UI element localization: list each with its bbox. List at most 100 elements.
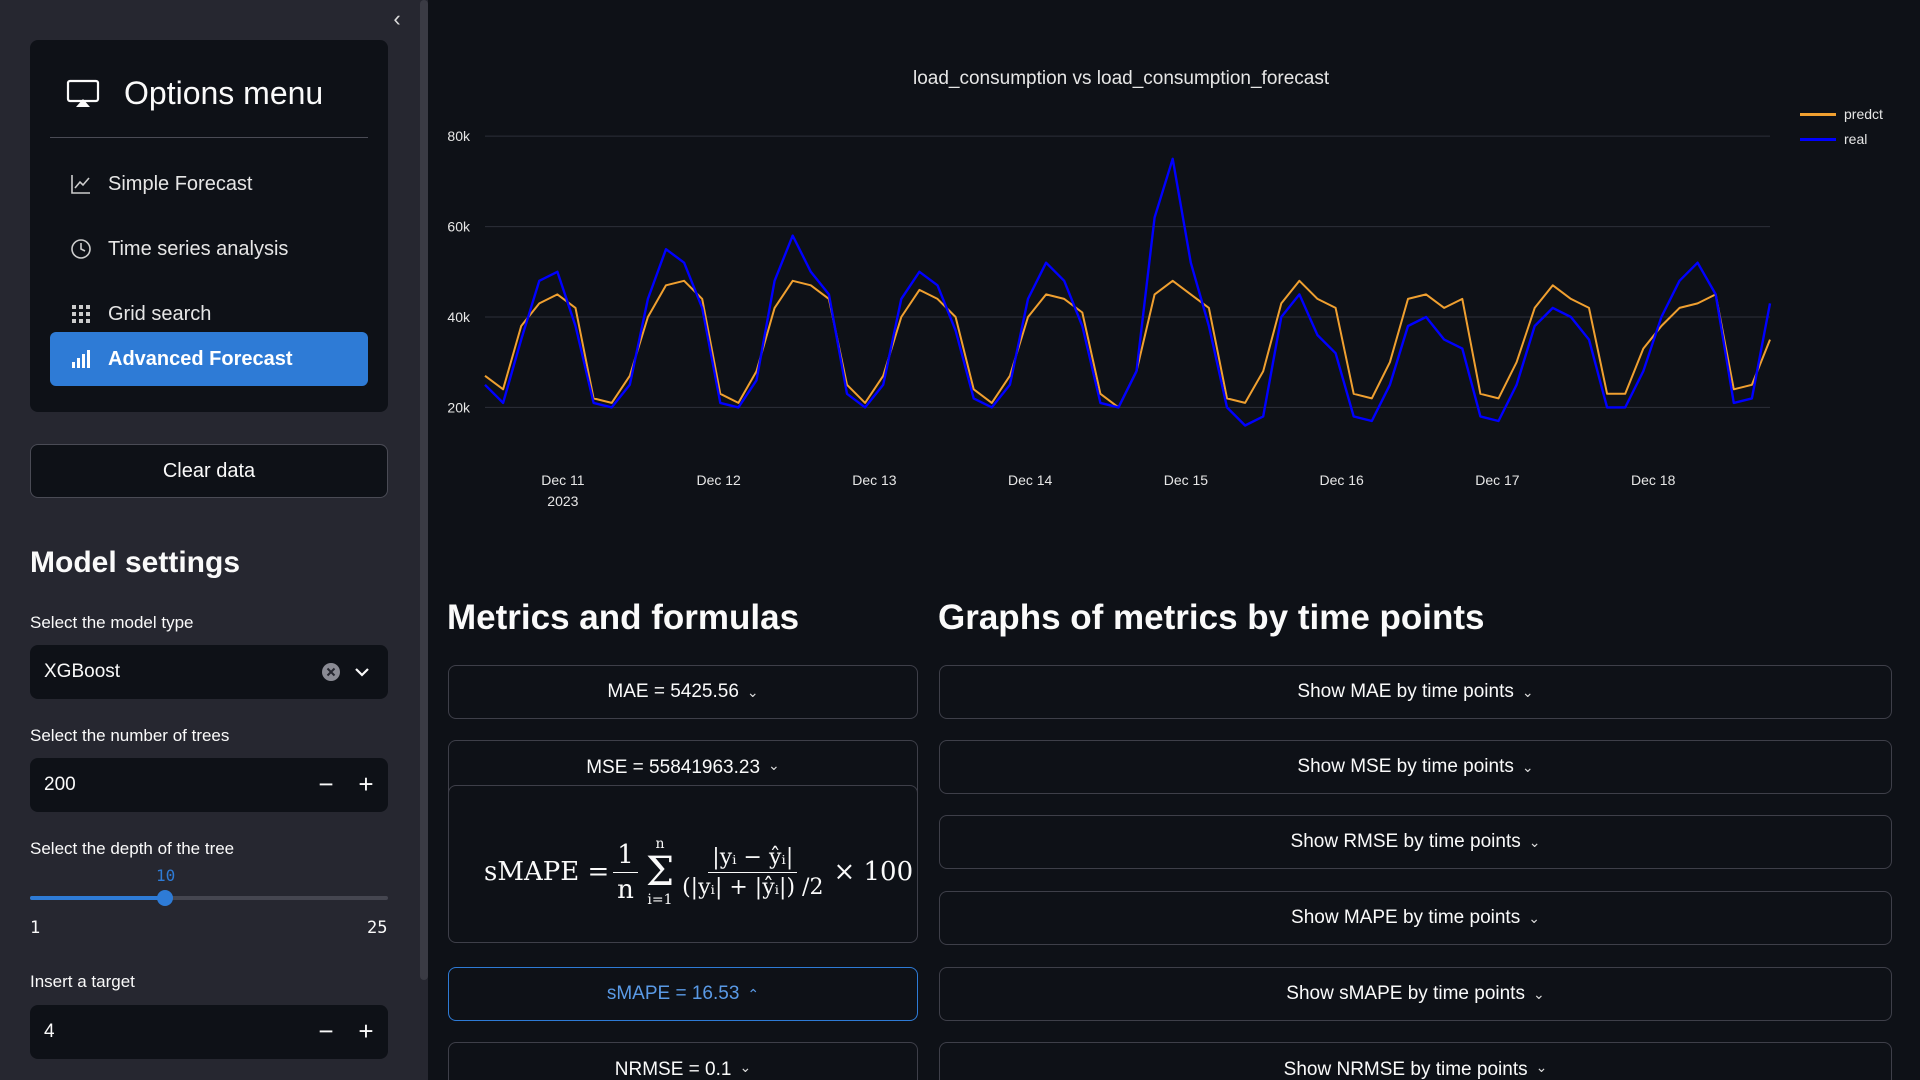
model-type-label: Select the model type (30, 613, 194, 632)
show-mape-expander[interactable]: Show MAPE by time points ⌄ (939, 891, 1892, 945)
chevron-down-icon: ⌄ (739, 1059, 752, 1075)
show-mae-label: Show MAE by time points (1297, 681, 1514, 702)
chevron-down-icon: ⌄ (746, 683, 759, 700)
menu-item-advanced-forecast[interactable]: Advanced Forecast (50, 332, 368, 386)
chevron-down-icon: ⌄ (1528, 833, 1541, 850)
chevron-down-icon: ⌄ (1521, 758, 1534, 775)
smape-label: sMAPE = 16.53 (606, 983, 740, 1004)
forecast-chart[interactable]: 20k 40k 60k 80k Dec 11 2023 Dec 12 Dec 13 Dec 1… (440, 100, 1780, 520)
sidebar: ‹ Options menu Simple Forecast Time seri… (0, 0, 428, 1080)
x-tick-label: Dec 17 (1475, 472, 1520, 488)
grid-icon (70, 303, 92, 325)
menu-item-label: Advanced Forecast (108, 347, 293, 370)
sidebar-scrollbar[interactable] (420, 0, 428, 980)
formula-numerator: |yᵢ − ŷᵢ| (708, 845, 798, 873)
menu-item-label: Simple Forecast (108, 172, 253, 195)
legend-label-predict: predct (1844, 106, 1883, 122)
target-number-input[interactable]: 4 (30, 1005, 388, 1059)
menu-item-simple-forecast[interactable]: Simple Forecast (50, 157, 368, 211)
chevron-down-icon: ⌄ (1528, 909, 1540, 926)
x-tick-label: Dec 11 (541, 472, 585, 488)
menu-item-time-series-analysis[interactable]: Time series analysis (50, 222, 368, 276)
legend-item-real[interactable]: real (1800, 131, 1867, 147)
formula-sum-bottom: i=1 (647, 892, 673, 908)
x-tick-label: Dec 15 (1164, 472, 1209, 488)
chevron-up-icon: ⌃ (747, 985, 760, 1002)
target-value: 4 (44, 1021, 55, 1042)
formula-frac-den: n (617, 874, 634, 905)
formula-main-frac: |yᵢ − ŷᵢ| (|yᵢ| + |ŷᵢ|) /2 (682, 845, 823, 900)
depth-slider-value: 10 (156, 866, 176, 885)
trees-decrement-button[interactable]: − (318, 769, 334, 799)
depth-slider-min: 1 (30, 918, 41, 938)
legend-item-predict[interactable]: predct (1800, 106, 1883, 122)
y-tick-label: 40k (447, 309, 471, 325)
show-mae-expander[interactable]: Show MAE by time points ⌄ (939, 665, 1892, 719)
smape-formula: sMAPE = 1 n n Σ i=1 |yᵢ − ŷᵢ| (|yᵢ| + |ŷ… (484, 836, 913, 908)
legend-label-real: real (1844, 131, 1868, 147)
chevron-down-icon: ⌄ (1521, 683, 1534, 700)
depth-slider-fill (30, 896, 165, 900)
formula-denominator: (|yᵢ| + |ŷᵢ|) /2 (682, 874, 824, 900)
model-type-value: XGBoost (44, 661, 121, 682)
x-tick-label: Dec 14 (1008, 472, 1053, 488)
chart-title: load_consumption vs load_consumption_for… (913, 68, 1330, 89)
line-chart-icon (70, 173, 92, 195)
target-decrement-button[interactable]: − (318, 1016, 334, 1046)
clock-icon (70, 238, 92, 260)
depth-label: Select the depth of the tree (30, 839, 235, 858)
mae-expander[interactable]: MAE = 5425.56 ⌄ (448, 665, 918, 719)
target-label: Insert a target (30, 972, 135, 991)
chevron-down-icon: ⌄ (1535, 1059, 1548, 1075)
menu-item-label: Time series analysis (108, 237, 289, 260)
formula-sum: n Σ i=1 (646, 836, 674, 908)
x-tick-year: 2023 (547, 493, 578, 509)
formula-frac: 1 n (613, 840, 638, 905)
chevron-down-icon: ⌄ (768, 757, 780, 773)
options-menu-title: Options menu (124, 75, 324, 111)
trees-number-input[interactable]: 200 (30, 758, 388, 812)
show-mse-expander[interactable]: Show MSE by time points ⌄ (939, 740, 1892, 794)
monitor-icon (66, 79, 100, 107)
collapse-sidebar-icon[interactable]: ‹ (393, 6, 401, 31)
show-smape-expander[interactable]: Show sMAPE by time points ⌄ (939, 967, 1892, 1021)
depth-slider-thumb[interactable] (157, 890, 173, 906)
depth-slider-max: 25 (367, 918, 388, 938)
show-mse-label: Show MSE by time points (1297, 756, 1514, 777)
options-menu-header: Options menu (50, 64, 368, 138)
clear-selection-icon[interactable] (321, 662, 341, 682)
formula-sum-top: n (655, 836, 665, 852)
y-tick-label: 80k (447, 128, 471, 144)
x-tick-label: Dec 12 (696, 472, 741, 488)
nrmse-expander[interactable]: NRMSE = 0.1 ⌄ (448, 1042, 918, 1080)
formula-tail: × 100 (833, 857, 914, 887)
x-tick-label: Dec 13 (852, 472, 897, 488)
metrics-heading: Metrics and formulas (447, 598, 800, 637)
menu-item-grid-search[interactable]: Grid search (50, 287, 368, 341)
chevron-down-icon[interactable] (352, 662, 372, 682)
model-settings-heading: Model settings (30, 546, 241, 579)
show-mape-label: Show MAPE by time points (1291, 907, 1521, 928)
clear-data-button[interactable]: Clear data (30, 444, 388, 498)
show-rmse-expander[interactable]: Show RMSE by time points ⌄ (939, 815, 1892, 869)
show-smape-label: Show sMAPE by time points (1286, 983, 1525, 1004)
depth-slider[interactable] (30, 890, 388, 906)
smape-expander[interactable]: sMAPE = 16.53 ⌃ (448, 967, 918, 1021)
bar-chart-icon (70, 348, 92, 370)
target-increment-button[interactable]: + (358, 1016, 374, 1046)
chart-grid (485, 135, 1770, 408)
show-nrmse-expander[interactable]: Show NRMSE by time points ⌄ (939, 1042, 1892, 1080)
y-tick-label: 60k (447, 219, 471, 235)
show-nrmse-label: Show NRMSE by time points (1283, 1059, 1528, 1080)
trees-label: Select the number of trees (30, 726, 230, 745)
trees-increment-button[interactable]: + (358, 769, 374, 799)
x-tick-label: Dec 18 (1631, 472, 1676, 488)
mse-label: MSE = 55841963.23 (586, 757, 761, 778)
legend-swatch-predict (1800, 112, 1836, 116)
menu-item-label: Grid search (108, 302, 212, 325)
chevron-down-icon: ⌄ (1532, 985, 1545, 1002)
y-tick-label: 20k (447, 399, 471, 415)
formula-lhs: sMAPE = (484, 857, 610, 887)
options-menu: Options menu Simple Forecast Time series… (30, 40, 388, 412)
sigma-icon: Σ (645, 849, 675, 895)
